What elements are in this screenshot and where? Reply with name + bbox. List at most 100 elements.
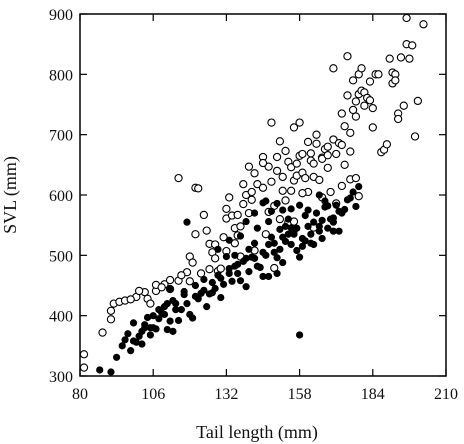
filled-data-point	[118, 342, 126, 350]
filled-data-point	[253, 224, 261, 232]
y-axis-title: SVL (mm)	[0, 156, 21, 234]
filled-data-point	[270, 239, 278, 247]
filled-data-point	[250, 209, 259, 217]
open-data-point	[219, 233, 228, 242]
filled-data-point	[310, 218, 318, 226]
open-data-point	[360, 101, 369, 110]
filled-data-point	[203, 303, 211, 311]
filled-data-point	[236, 232, 245, 240]
open-data-point	[298, 149, 307, 159]
open-data-point	[323, 142, 332, 151]
open-data-point	[312, 139, 321, 148]
open-data-point	[134, 286, 144, 296]
filled-data-point	[166, 284, 174, 293]
open-data-point	[309, 159, 318, 168]
filled-data-point	[225, 265, 233, 273]
filled-data-point	[169, 327, 177, 335]
open-data-point	[354, 192, 363, 201]
open-data-point	[337, 109, 346, 118]
filled-data-point	[129, 319, 138, 327]
filled-data-point	[329, 218, 337, 226]
open-data-point	[199, 210, 209, 220]
open-data-point	[337, 181, 346, 191]
open-data-point	[287, 186, 296, 195]
filled-data-point	[124, 330, 132, 338]
filled-data-point	[346, 194, 354, 202]
filled-data-point	[217, 274, 225, 282]
filled-data-point	[129, 337, 138, 345]
filled-data-point	[287, 240, 295, 249]
open-data-point	[165, 275, 175, 285]
open-data-point	[413, 96, 422, 106]
y-tick-label: 800	[49, 67, 73, 84]
filled-data-point	[234, 260, 242, 268]
filled-data-point	[189, 314, 197, 322]
filled-data-point	[96, 366, 104, 374]
open-data-point	[264, 162, 273, 171]
y-tick-label: 400	[49, 309, 73, 326]
filled-data-point	[324, 224, 332, 232]
filled-data-point	[200, 275, 208, 284]
open-data-point	[410, 132, 420, 141]
filled-data-point	[256, 263, 264, 272]
open-data-point	[351, 173, 361, 183]
filled-data-point	[146, 324, 154, 332]
open-data-point	[275, 137, 285, 146]
open-data-point	[239, 179, 248, 189]
open-data-point	[351, 112, 361, 121]
filled-data-point	[352, 202, 360, 211]
filled-data-point	[284, 230, 292, 238]
filled-data-point	[296, 253, 304, 261]
filled-data-point	[284, 215, 292, 223]
open-data-point	[106, 315, 116, 324]
filled-data-point	[242, 217, 250, 226]
filled-data-point	[279, 206, 287, 214]
x-tick-label: 158	[288, 386, 312, 403]
open-data-point	[289, 123, 299, 132]
open-data-point	[365, 96, 375, 105]
open-data-point	[292, 159, 301, 168]
filled-data-point	[214, 245, 222, 253]
filled-data-point	[183, 218, 191, 226]
filled-data-point	[273, 254, 281, 262]
open-data-point	[402, 13, 411, 23]
open-data-point	[343, 52, 352, 61]
open-data-point	[230, 239, 239, 248]
y-tick-label: 900	[49, 7, 73, 24]
filled-data-point	[160, 310, 169, 319]
open-data-point	[303, 137, 313, 147]
open-data-point	[306, 149, 316, 158]
filled-data-point	[298, 242, 307, 250]
filled-data-point	[315, 191, 323, 199]
open-data-point	[146, 299, 155, 308]
filled-data-point	[321, 197, 329, 205]
open-data-point	[185, 277, 194, 286]
filled-data-point	[225, 236, 233, 244]
x-tick-label: 80	[72, 386, 88, 403]
ticks-layer: 80 106 132 158 184 210 300 400 500 600 700 800 900	[49, 7, 458, 403]
open-data-point	[194, 184, 203, 193]
open-data-point	[196, 269, 206, 278]
filled-data-point	[234, 269, 242, 278]
filled-data-point	[219, 280, 228, 288]
open-data-point	[244, 162, 254, 171]
open-data-point	[278, 172, 287, 182]
open-data-point	[258, 158, 268, 168]
filled-data-point	[112, 353, 121, 361]
open-data-point	[272, 152, 282, 162]
filled-data-point	[172, 306, 180, 314]
filled-data-point	[211, 284, 219, 293]
filled-data-point	[208, 278, 216, 287]
filled-data-point	[265, 217, 273, 226]
open-data-point	[106, 306, 116, 315]
open-data-point	[287, 163, 296, 172]
filled-data-point	[307, 230, 315, 238]
open-data-point	[205, 265, 214, 274]
open-data-point	[157, 283, 166, 292]
filled-data-point	[236, 277, 245, 285]
open-data-point	[253, 179, 262, 189]
filled-data-point	[141, 321, 149, 329]
open-data-point	[329, 64, 338, 73]
